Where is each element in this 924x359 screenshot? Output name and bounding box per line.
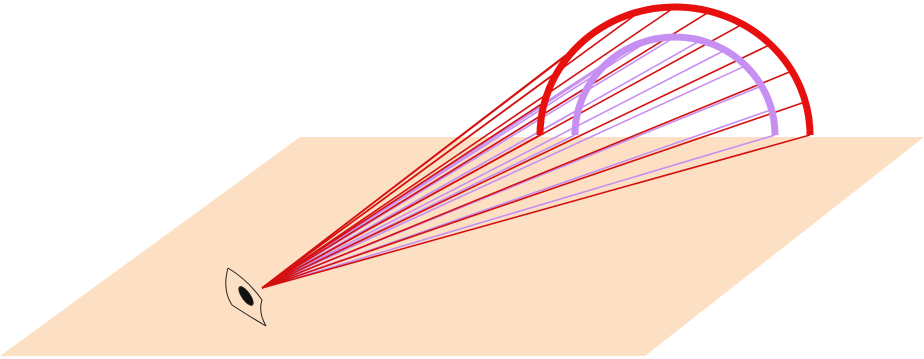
outer-ray — [261, 70, 793, 289]
outer-ray — [261, 10, 711, 289]
ground-plane — [0, 137, 924, 356]
outer-semicircle — [536, 3, 814, 136]
eye — [225, 267, 267, 327]
outer-ray — [261, 134, 811, 289]
inner-ray — [261, 39, 650, 289]
outer-ray — [261, 101, 546, 289]
outer-ray — [261, 10, 641, 289]
eye-lid — [225, 267, 267, 327]
inner-semicircle — [571, 33, 779, 136]
inner-ray — [261, 134, 776, 289]
inner-ray — [261, 39, 702, 289]
inner-ray — [261, 49, 726, 289]
outer-ray — [261, 43, 771, 289]
sight-rays — [261, 6, 811, 289]
outer-ray — [261, 23, 743, 289]
eye-pupil — [238, 286, 254, 306]
outer-ray — [261, 101, 806, 289]
outer-ray — [261, 6, 676, 289]
eye-outline — [227, 267, 267, 327]
inner-ray — [261, 64, 747, 289]
outer-ray — [261, 23, 608, 289]
